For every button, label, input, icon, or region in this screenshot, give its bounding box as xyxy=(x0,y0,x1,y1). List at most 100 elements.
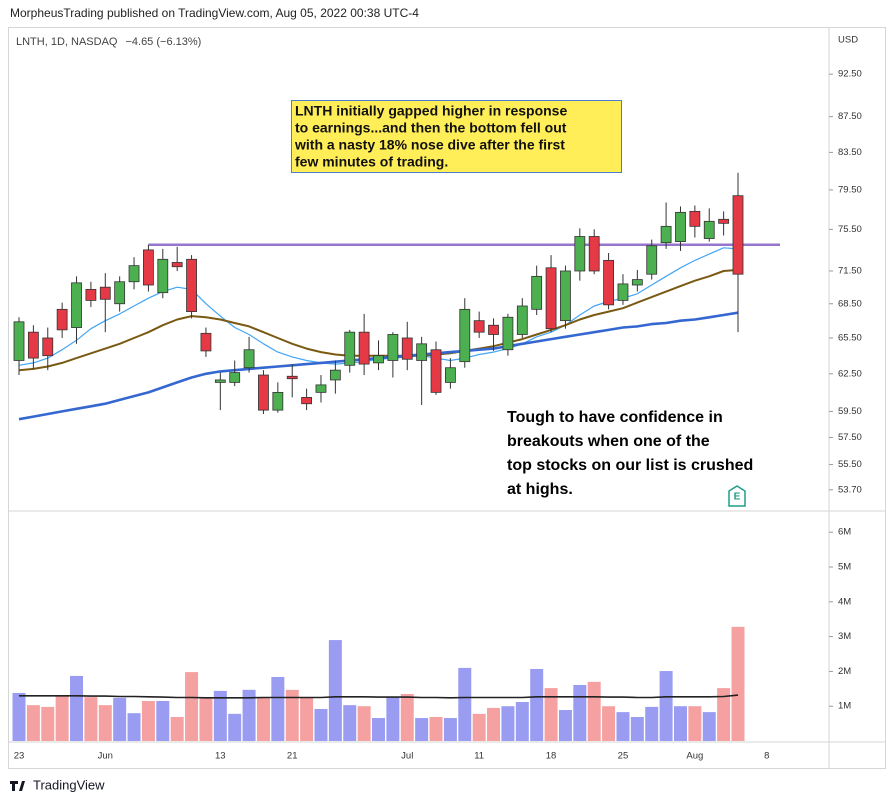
candle-body xyxy=(344,331,356,366)
volume-bar xyxy=(702,712,716,741)
publisher: MorpheusTrading published on TradingView… xyxy=(10,6,419,20)
annotation-text: top stocks on our list is crushed xyxy=(507,457,753,474)
volume-bar xyxy=(731,626,745,741)
x-tick-label: 25 xyxy=(618,751,629,762)
y-tick-label: 1M xyxy=(838,701,851,712)
candle-body xyxy=(689,210,701,227)
price-change: −4.65 (−6.13%) xyxy=(125,36,201,48)
volume-bar xyxy=(113,697,127,741)
candle-body xyxy=(186,258,197,312)
annotation-text: LNTH initially gapped higher in response xyxy=(295,103,567,119)
volume-bar xyxy=(185,672,199,741)
brand-name: TradingView xyxy=(33,777,105,792)
y-tick-label: 65.50 xyxy=(838,332,862,343)
candle-body xyxy=(444,367,456,383)
candle-body xyxy=(114,281,126,305)
volume-bar xyxy=(400,694,414,741)
candle-body xyxy=(703,220,715,239)
y-tick-label: 83.50 xyxy=(838,147,862,158)
volume-bar xyxy=(170,716,184,741)
volume-bar xyxy=(199,697,213,741)
volume-bar xyxy=(386,697,400,741)
candle-body xyxy=(660,225,672,244)
annotation-text: Tough to have confidence in xyxy=(507,409,723,426)
volume-bar xyxy=(659,671,673,741)
currency-label: USD xyxy=(838,35,858,46)
volume-bar xyxy=(12,692,26,741)
volume-bar xyxy=(271,676,285,741)
y-tick-label: 53.70 xyxy=(838,484,862,495)
candle-body xyxy=(71,282,82,328)
volume-bar xyxy=(587,681,601,741)
candle-body xyxy=(488,324,499,335)
candle-body xyxy=(732,195,744,275)
candle-body xyxy=(143,249,154,286)
candle-body xyxy=(128,265,140,283)
volume-bar xyxy=(544,688,558,741)
volume-bar xyxy=(314,708,328,741)
volume-bar xyxy=(98,705,112,741)
volume-bar xyxy=(300,697,314,741)
volume-bar xyxy=(84,697,98,741)
candle-body xyxy=(401,337,413,360)
volume-bar xyxy=(328,640,342,741)
symbol: LNTH, 1D, NASDAQ xyxy=(16,36,118,48)
y-tick-label: 59.50 xyxy=(838,406,862,417)
annotations: LNTH initially gapped higher in response… xyxy=(294,103,753,499)
volume-bar xyxy=(573,684,587,741)
candle-body xyxy=(99,286,111,300)
earnings-marker: E xyxy=(734,492,741,503)
earnings-badge: E xyxy=(728,485,746,507)
candle-body xyxy=(416,343,428,361)
candle-body xyxy=(502,316,514,351)
annotation-text: to earnings...and then the bottom fell o… xyxy=(295,120,567,136)
volume-bar xyxy=(645,706,659,741)
candle-body xyxy=(560,270,571,322)
candle-body xyxy=(258,374,269,411)
candle-body xyxy=(272,391,284,411)
volume-bar xyxy=(501,706,515,741)
y-tick-label: 2M xyxy=(838,666,851,677)
volume-bar xyxy=(156,700,170,741)
candle-body xyxy=(646,245,658,275)
x-tick-label: 11 xyxy=(474,751,484,762)
candle-body xyxy=(373,355,384,364)
candle-body xyxy=(27,331,39,359)
candle-body xyxy=(301,397,313,405)
volume-bar xyxy=(630,716,644,741)
volume-bar xyxy=(228,713,242,741)
volume-bar xyxy=(26,705,40,741)
x-tick-label: 21 xyxy=(287,751,298,762)
candle-body xyxy=(588,236,600,272)
candle-body xyxy=(56,308,68,331)
y-tick-label: 3M xyxy=(838,631,851,642)
volume-bar xyxy=(285,689,299,741)
brand-logo xyxy=(10,781,25,791)
y-tick-label: 55.50 xyxy=(838,459,862,470)
annotation-text: at highs. xyxy=(507,481,573,498)
candle-body xyxy=(243,349,255,369)
y-tick-label: 68.50 xyxy=(838,298,862,309)
volume-bar xyxy=(343,705,357,741)
volume-bar xyxy=(55,695,69,741)
candle-body xyxy=(603,259,614,306)
candle-body xyxy=(718,218,730,224)
annotation-text: few minutes of trading. xyxy=(295,154,448,170)
volume-bar xyxy=(127,713,141,741)
y-tick-label: 57.50 xyxy=(838,432,862,443)
candle-body xyxy=(516,305,528,335)
volume-bar xyxy=(213,690,227,741)
candle-body xyxy=(85,288,97,301)
candle-body xyxy=(675,211,686,243)
volume-bar xyxy=(357,706,371,741)
x-tick-label: 13 xyxy=(215,751,226,762)
annotation-text: with a nasty 18% nose dive after the fir… xyxy=(294,137,565,153)
x-tick-label: 18 xyxy=(546,751,557,762)
candle-body xyxy=(329,369,341,381)
volume-bar xyxy=(530,668,544,741)
x-tick-label: Jul xyxy=(401,751,413,762)
volume-bar xyxy=(372,718,385,741)
candle-body xyxy=(214,379,226,383)
volume-bar xyxy=(515,702,529,741)
volume-bar xyxy=(415,718,429,741)
